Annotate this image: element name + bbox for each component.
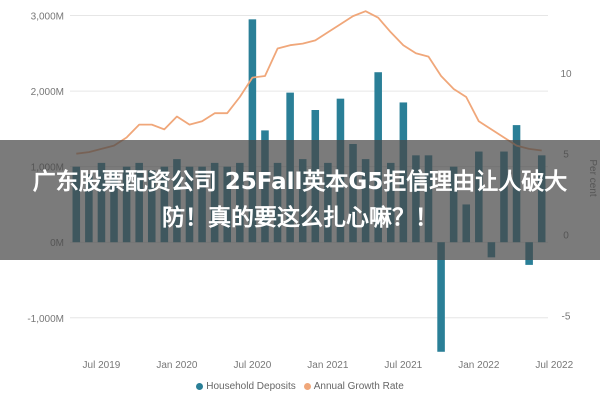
legend-item-growth: Annual Growth Rate xyxy=(303,380,404,392)
right-tick-label: -5 xyxy=(562,312,571,323)
x-tick-label: Jan 2020 xyxy=(156,360,198,371)
legend-label-deposits: Household Deposits xyxy=(206,380,296,392)
x-tick-label: Jan 2022 xyxy=(458,360,500,371)
chart-legend: Household Deposits Annual Growth Rate xyxy=(0,378,600,394)
left-tick-label: -1,000M xyxy=(27,314,64,325)
overlay-title: 广东股票配资公司 25Fall英本G5拒信理由让人破大防！真的要这么扎心嘛？！ xyxy=(32,169,568,231)
x-tick-label: Jul 2019 xyxy=(83,360,121,371)
deposit-bar xyxy=(437,242,445,352)
left-tick-label: 2,000M xyxy=(31,87,64,98)
x-tick-label: Jul 2022 xyxy=(535,360,573,371)
legend-item-deposits: Household Deposits xyxy=(196,381,296,392)
growth-rate-line xyxy=(76,10,542,155)
right-tick-label: 10 xyxy=(560,69,572,80)
x-tick-label: Jan 2021 xyxy=(307,360,349,371)
x-tick-label: Jul 2021 xyxy=(384,360,422,371)
legend-label-growth: Annual Growth Rate xyxy=(313,380,404,392)
title-overlay-band: 广东股票配资公司 25Fall英本G5拒信理由让人破大防！真的要这么扎心嘛？！ xyxy=(0,140,600,260)
x-tick-label: Jul 2020 xyxy=(233,360,271,371)
legend-swatch-growth xyxy=(303,382,311,390)
deposit-bar xyxy=(248,19,257,243)
legend-swatch-deposits xyxy=(196,382,204,390)
left-tick-label: 3,000M xyxy=(31,12,64,23)
